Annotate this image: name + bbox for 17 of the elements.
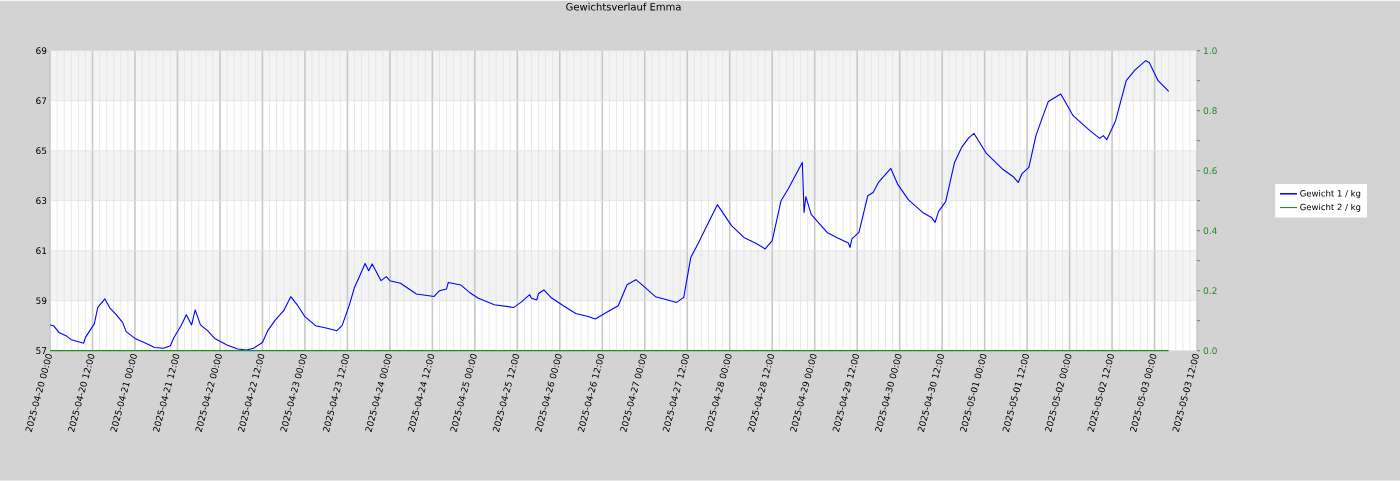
y2-tick-label: 0.2 [1203, 287, 1217, 295]
legend-label: Gewicht 1 / kg [1300, 190, 1361, 199]
y-tick-label: 61 [36, 247, 47, 255]
y-tick-label: 63 [36, 197, 47, 205]
y2-tick-label: 0.6 [1203, 167, 1217, 175]
y-tick-label: 67 [36, 97, 47, 105]
y2-tick-label: 0.0 [1203, 347, 1217, 355]
y-tick-label: 59 [36, 297, 47, 305]
y-tick-label: 65 [36, 147, 47, 155]
legend-label: Gewicht 2 / kg [1300, 203, 1361, 213]
y-tick-label: 69 [36, 47, 47, 55]
line-series [50, 60, 1170, 351]
y-tick-label: 57 [36, 347, 47, 355]
y2-tick-label: 0.8 [1203, 107, 1217, 115]
chart-title: Gewichtsverlauf Emma [566, 2, 681, 11]
y2-tick-label: 1.0 [1204, 47, 1217, 55]
y2-tick-label: 0.4 [1203, 227, 1217, 235]
